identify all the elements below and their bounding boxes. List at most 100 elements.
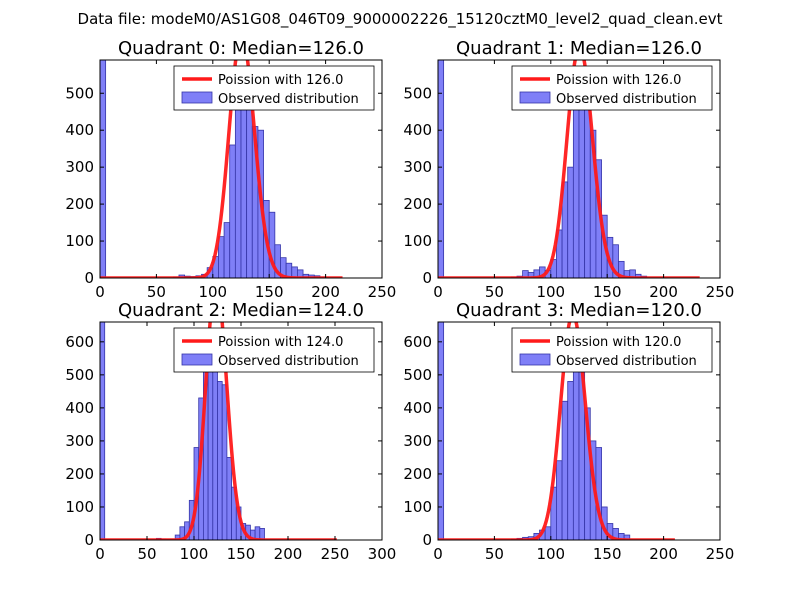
legend-label-poisson: Poission with 120.0 (556, 335, 681, 350)
y-tick-label: 0 (422, 269, 432, 287)
x-tick-label: 0 (433, 283, 443, 301)
chart-q0: 0 50 100 150 200 250 0 100 200 300 400 500 Quadrant … (65, 38, 397, 301)
x-tick-label: 50 (147, 283, 166, 301)
x-tick-label: 100 (198, 283, 227, 301)
histogram-bar (623, 534, 631, 540)
x-tick-label: 250 (706, 283, 735, 301)
histogram-bar (556, 460, 563, 540)
y-tick-label: 300 (65, 158, 94, 176)
x-tick-label: 250 (368, 283, 397, 301)
y-tick-label: 500 (403, 366, 432, 384)
histogram-bar (438, 322, 445, 540)
y-tick-label: 200 (403, 195, 432, 213)
x-tick-label: 100 (536, 545, 565, 563)
histogram-bar (226, 457, 232, 540)
histogram-bar (567, 381, 574, 540)
y-tick-label: 600 (65, 333, 94, 351)
plot-content (100, 60, 344, 278)
histogram-bar (544, 526, 552, 540)
y-tick-label: 500 (403, 84, 432, 102)
legend-label-observed: Observed distribution (556, 92, 697, 107)
legend-label-observed: Observed distribution (218, 354, 359, 369)
chart-title: Quadrant 3: Median=120.0 (456, 300, 702, 321)
y-tick-label: 200 (403, 465, 432, 483)
y-tick-label: 500 (65, 366, 94, 384)
x-tick-label: 300 (368, 545, 397, 563)
axes-frame (437, 59, 721, 279)
x-tick-label: 0 (433, 545, 443, 563)
y-tick-label: 400 (65, 121, 94, 139)
histogram-bar (207, 351, 214, 540)
figure-suptitle: Data file: modeM0/AS1G08_046T09_90000022… (78, 10, 723, 29)
histogram-bar (240, 92, 248, 278)
histogram-bar (218, 236, 225, 278)
y-tick-label: 400 (403, 121, 432, 139)
x-tick-label: 50 (485, 545, 504, 563)
x-tick-label: 200 (274, 545, 303, 563)
y-tick-label: 500 (65, 84, 94, 102)
y-tick-label: 0 (84, 531, 94, 549)
legend: Poission with 120.0 Observed distribution (511, 327, 713, 373)
legend-bar-swatch (181, 91, 213, 104)
histogram-bar (234, 109, 242, 278)
x-tick-label: 150 (593, 283, 622, 301)
legend: Poission with 126.0 Observed distribution (511, 65, 713, 111)
y-tick-label: 200 (65, 195, 94, 213)
x-tick-label: 200 (649, 545, 678, 563)
y-tick-label: 400 (65, 399, 94, 417)
chart-q3: 0 50 100 150 200 250 0 100 200 300 400 500 600 Quadra… (403, 300, 734, 563)
plot-content (438, 322, 676, 540)
histogram-bar (578, 103, 586, 278)
histogram-bar (223, 222, 231, 278)
chart-title: Quadrant 2: Median=124.0 (118, 300, 364, 321)
x-tick-label: 150 (227, 545, 256, 563)
y-tick-label: 100 (403, 232, 432, 250)
legend-bar-swatch (519, 353, 551, 366)
histogram-bar (100, 60, 107, 278)
legend: Poission with 124.0 Observed distribution (173, 327, 375, 373)
y-tick-label: 0 (84, 269, 94, 287)
y-tick-label: 300 (403, 432, 432, 450)
histogram-bar (229, 144, 236, 278)
y-tick-label: 100 (65, 498, 94, 516)
legend-bar-swatch (519, 91, 551, 104)
histogram-bar (567, 166, 574, 278)
histogram-bar (618, 260, 625, 278)
legend-label-poisson: Poission with 126.0 (218, 73, 343, 88)
histogram-bar (438, 60, 445, 278)
x-tick-label: 200 (311, 283, 340, 301)
y-tick-label: 100 (403, 498, 432, 516)
y-tick-label: 0 (422, 531, 432, 549)
y-tick-label: 300 (403, 158, 432, 176)
histogram-bar (572, 348, 580, 540)
x-tick-label: 50 (485, 283, 504, 301)
x-tick-label: 50 (137, 545, 156, 563)
histogram-bar (221, 384, 228, 540)
x-tick-label: 100 (180, 545, 209, 563)
chart-title: Quadrant 0: Median=126.0 (118, 38, 364, 59)
poisson-curve (438, 60, 701, 278)
legend-label-poisson: Poission with 124.0 (218, 335, 343, 350)
legend-bar-swatch (181, 353, 213, 366)
y-tick-label: 600 (403, 333, 432, 351)
legend-label-observed: Observed distribution (218, 92, 359, 107)
chart-q1: 0 50 100 150 200 250 0 100 200 300 400 500 Quadrant … (403, 38, 734, 301)
axes-frame (437, 321, 721, 541)
legend-label-poisson: Poission with 126.0 (556, 73, 681, 88)
x-tick-label: 150 (593, 545, 622, 563)
histogram-bar (572, 107, 580, 278)
x-tick-label: 0 (95, 545, 105, 563)
y-tick-label: 400 (403, 399, 432, 417)
x-tick-label: 0 (95, 283, 105, 301)
histogram-bar (100, 322, 106, 540)
x-tick-label: 150 (255, 283, 284, 301)
poisson-curve (438, 322, 676, 540)
y-tick-label: 200 (65, 465, 94, 483)
legend-label-observed: Observed distribution (556, 354, 697, 369)
x-tick-label: 200 (649, 283, 678, 301)
x-tick-label: 250 (706, 545, 735, 563)
chart-q2: 0 50 100 150 200 250 300 0 100 200 300 400 500 600 Qua… (65, 300, 397, 563)
chart-title: Quadrant 1: Median=126.0 (456, 38, 702, 59)
legend: Poission with 126.0 Observed distribution (173, 65, 375, 111)
